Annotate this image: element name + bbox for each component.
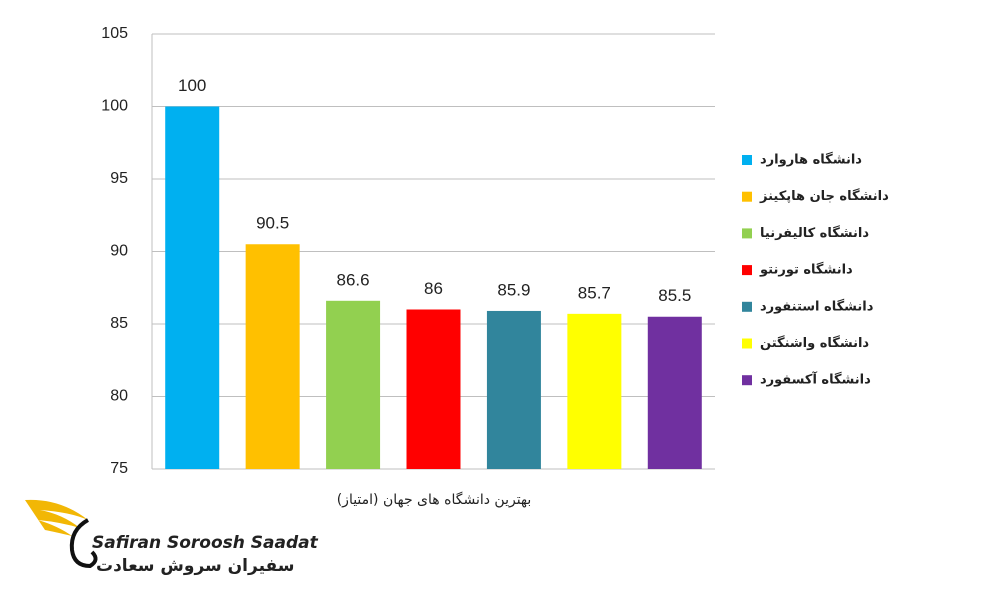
legend-label: دانشگاه واشنگتن — [760, 335, 869, 351]
legend-label: دانشگاه تورنتو — [759, 262, 853, 278]
legend-label: دانشگاه هاروارد — [760, 152, 862, 168]
y-tick-label: 100 — [101, 98, 128, 115]
logo-wing — [25, 499, 88, 536]
legend-swatch — [742, 338, 752, 349]
value-label: 90.5 — [256, 214, 289, 233]
legend-swatch — [742, 191, 752, 202]
legend-label: دانشگاه استنفورد — [760, 298, 874, 314]
value-label: 100 — [178, 76, 206, 95]
value-label: 86 — [424, 279, 443, 298]
bar — [406, 309, 461, 469]
bar — [165, 106, 220, 469]
value-label: 85.5 — [658, 286, 691, 305]
bar — [567, 313, 622, 469]
legend-label: دانشگاه جان هاپکینز — [759, 188, 889, 204]
legend-label: دانشگاه کالیفرنیا — [760, 225, 869, 241]
bar — [245, 244, 300, 469]
logo-name-fa: سفیران سروش سعادت — [96, 556, 294, 576]
value-label: 85.7 — [578, 283, 611, 302]
y-tick-label: 75 — [110, 460, 128, 477]
legend-swatch — [742, 375, 752, 386]
value-label: 85.9 — [497, 280, 530, 299]
value-label: 86.6 — [337, 270, 370, 289]
legend-label: دانشگاه آکسفورد — [760, 371, 871, 388]
y-tick-label: 85 — [110, 315, 128, 332]
legend-swatch — [742, 228, 752, 239]
y-tick-label: 90 — [110, 243, 128, 260]
bar — [486, 310, 541, 469]
legend-swatch — [742, 155, 752, 165]
y-tick-label: 80 — [110, 388, 128, 405]
y-tick-label: 105 — [101, 25, 128, 42]
logo-name: Safiran Soroosh Saadat — [92, 533, 319, 553]
logo-swirl — [69, 518, 98, 569]
legend-swatch — [742, 265, 752, 276]
bar — [326, 300, 381, 469]
y-tick-label: 95 — [110, 170, 128, 187]
logo: Safiran Soroosh Saadat سفیران سروش سعادت — [25, 499, 319, 576]
x-axis-title: بهترین دانشگاه های جهان (امتیاز) — [337, 491, 532, 508]
legend-swatch — [742, 301, 752, 312]
bar — [647, 316, 702, 469]
